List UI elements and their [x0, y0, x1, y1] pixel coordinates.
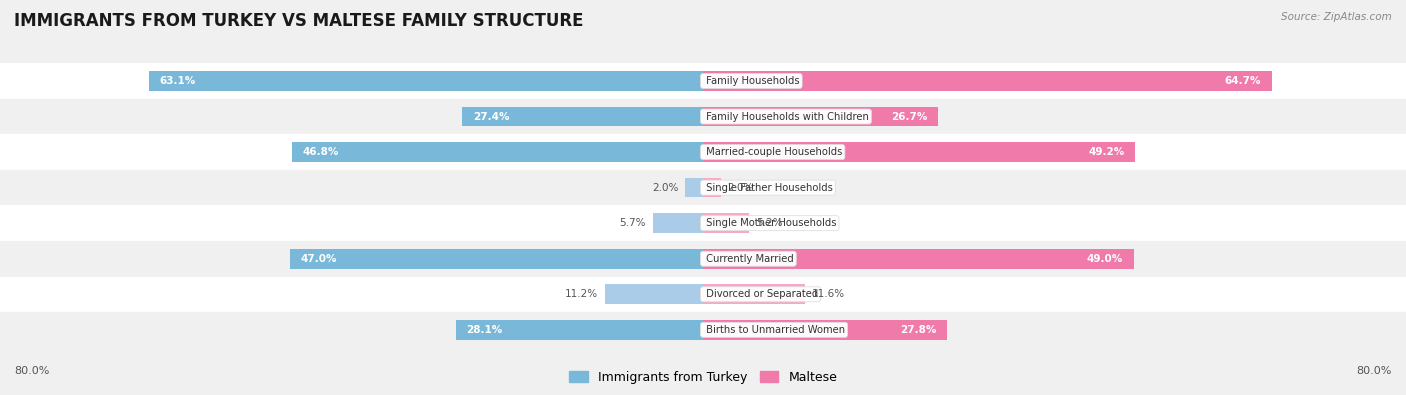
Text: 28.1%: 28.1%: [467, 325, 503, 335]
Bar: [703, 142, 1136, 162]
Text: Currently Married: Currently Married: [703, 254, 794, 264]
Bar: [290, 249, 703, 269]
Text: Single Mother Households: Single Mother Households: [703, 218, 837, 228]
Text: Source: ZipAtlas.com: Source: ZipAtlas.com: [1281, 12, 1392, 22]
Text: 26.7%: 26.7%: [891, 111, 927, 122]
Text: Family Households: Family Households: [703, 76, 800, 86]
Text: Single Father Households: Single Father Households: [703, 182, 832, 193]
Text: 49.0%: 49.0%: [1087, 254, 1123, 264]
Text: Married-couple Households: Married-couple Households: [703, 147, 842, 157]
Text: 27.4%: 27.4%: [472, 111, 509, 122]
Text: 2.0%: 2.0%: [652, 182, 678, 193]
Text: IMMIGRANTS FROM TURKEY VS MALTESE FAMILY STRUCTURE: IMMIGRANTS FROM TURKEY VS MALTESE FAMILY…: [14, 12, 583, 30]
Legend: Immigrants from Turkey, Maltese: Immigrants from Turkey, Maltese: [564, 366, 842, 389]
Bar: [149, 71, 703, 91]
Text: 47.0%: 47.0%: [301, 254, 337, 264]
Bar: [0, 170, 1406, 205]
Text: Family Households with Children: Family Households with Children: [703, 111, 869, 122]
Text: 5.2%: 5.2%: [756, 218, 782, 228]
Bar: [0, 63, 1406, 99]
Text: Divorced or Separated: Divorced or Separated: [703, 289, 818, 299]
Text: 80.0%: 80.0%: [14, 366, 49, 376]
Text: 49.2%: 49.2%: [1088, 147, 1125, 157]
Bar: [605, 284, 703, 304]
Bar: [703, 249, 1133, 269]
Text: 5.7%: 5.7%: [620, 218, 645, 228]
Text: 11.2%: 11.2%: [564, 289, 598, 299]
Text: Births to Unmarried Women: Births to Unmarried Women: [703, 325, 845, 335]
Bar: [703, 178, 721, 198]
Text: 63.1%: 63.1%: [159, 76, 195, 86]
Bar: [292, 142, 703, 162]
Text: 11.6%: 11.6%: [813, 289, 845, 299]
Bar: [703, 71, 1271, 91]
Bar: [456, 320, 703, 340]
Bar: [0, 241, 1406, 276]
Text: 27.8%: 27.8%: [900, 325, 936, 335]
Text: 46.8%: 46.8%: [302, 147, 339, 157]
Bar: [0, 205, 1406, 241]
Bar: [652, 213, 703, 233]
Bar: [0, 99, 1406, 134]
Bar: [703, 284, 804, 304]
Bar: [703, 107, 938, 126]
Bar: [703, 213, 749, 233]
Bar: [0, 312, 1406, 348]
Bar: [0, 134, 1406, 170]
Bar: [463, 107, 703, 126]
Bar: [703, 320, 948, 340]
Text: 80.0%: 80.0%: [1357, 366, 1392, 376]
Text: 2.0%: 2.0%: [728, 182, 754, 193]
Text: 64.7%: 64.7%: [1225, 76, 1261, 86]
Bar: [0, 276, 1406, 312]
Bar: [686, 178, 703, 198]
